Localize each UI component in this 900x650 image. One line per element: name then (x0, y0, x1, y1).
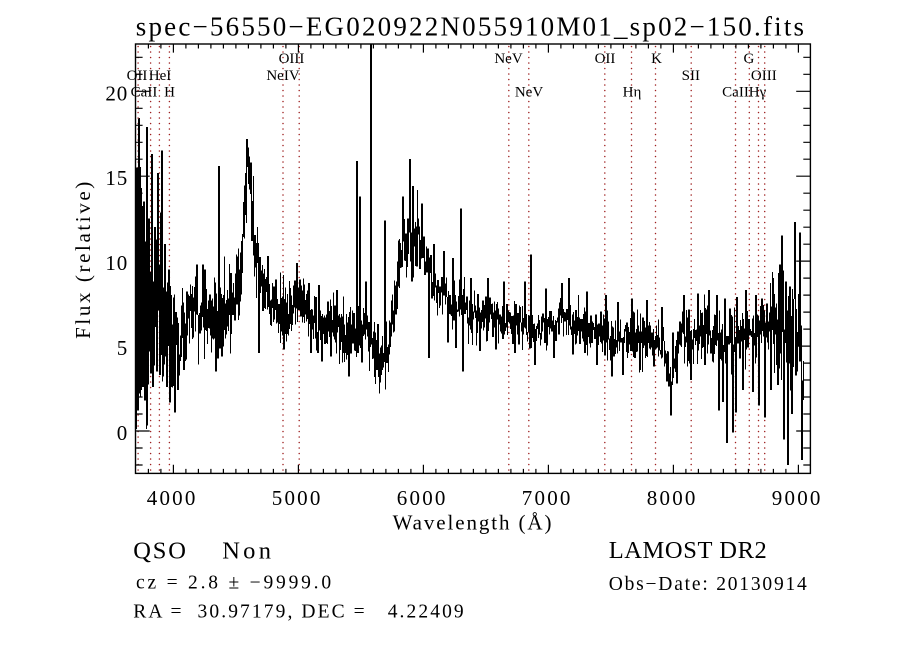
svg-text:15: 15 (105, 166, 128, 190)
svg-text:Hη: Hη (623, 84, 642, 100)
svg-text:7000: 7000 (522, 486, 573, 510)
svg-text:Non: Non (222, 538, 274, 565)
svg-text:HeI: HeI (149, 68, 172, 84)
svg-text:Flux (relative): Flux (relative) (71, 179, 95, 339)
svg-text:NeIV: NeIV (266, 68, 299, 84)
svg-text:LAMOST DR2: LAMOST DR2 (609, 537, 768, 564)
svg-text:4000: 4000 (147, 486, 198, 510)
svg-text:CaII: CaII (722, 84, 749, 100)
svg-text:G: G (743, 51, 754, 67)
svg-text:10: 10 (105, 251, 128, 275)
svg-text:CaII: CaII (131, 84, 158, 100)
svg-text:SII: SII (682, 68, 700, 84)
svg-text:0: 0 (117, 421, 128, 445)
svg-text:QSO: QSO (133, 538, 187, 565)
svg-text:OIII: OIII (751, 68, 777, 84)
svg-text:8000: 8000 (647, 486, 698, 510)
svg-text:20: 20 (105, 81, 128, 105)
svg-text:OII: OII (127, 68, 148, 84)
svg-text:H: H (164, 84, 175, 100)
svg-text:OII: OII (595, 51, 616, 67)
svg-text:Obs−Date: 20130914: Obs−Date: 20130914 (609, 574, 809, 595)
svg-text:spec−56550−EG020922N055910M01_: spec−56550−EG020922N055910M01_sp02−150.f… (136, 12, 807, 42)
svg-text:cz = 2.8 ± −9999.0: cz = 2.8 ± −9999.0 (136, 573, 334, 594)
svg-text:RA = 30.97179, DEC = 4.2240: RA = 30.97179, DEC = 4.22409 (133, 601, 465, 622)
svg-text:Hγ: Hγ (749, 84, 767, 100)
svg-text:K: K (651, 51, 662, 67)
svg-text:OIII: OIII (279, 51, 305, 67)
svg-text:5000: 5000 (272, 486, 323, 510)
svg-text:6000: 6000 (397, 486, 448, 510)
svg-text:NeV: NeV (515, 84, 543, 100)
svg-text:NeV: NeV (494, 51, 522, 67)
svg-text:Wavelength (Å): Wavelength (Å) (393, 511, 554, 535)
svg-text:9000: 9000 (772, 486, 823, 510)
svg-text:5: 5 (117, 336, 128, 360)
